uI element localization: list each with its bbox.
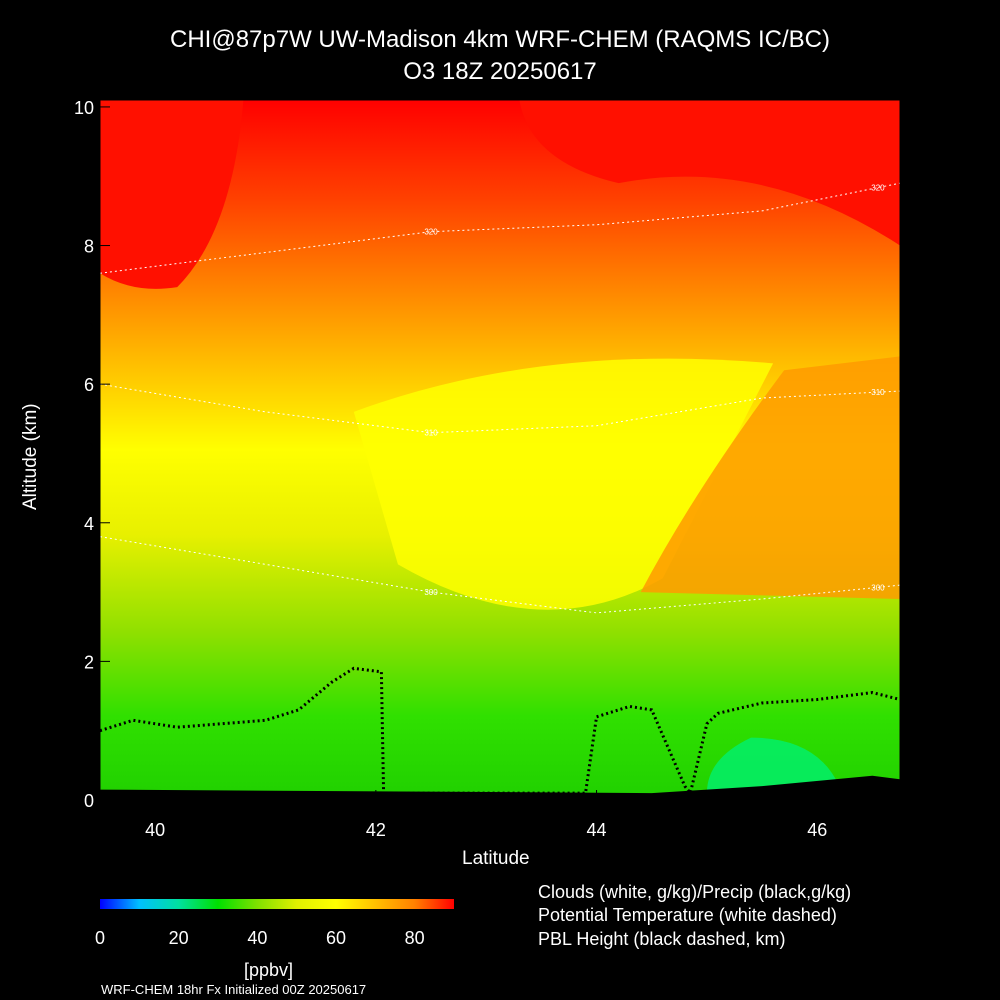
theta-contour-310: [99, 383, 901, 434]
colorbar-tick-40: 40: [247, 928, 268, 948]
theta-contour-300: [99, 536, 901, 614]
ozone-field: [100, 100, 900, 800]
theta-label-300: 300: [424, 588, 438, 597]
y-tick-label-4: 4: [84, 514, 94, 534]
theta-label-320: 320: [871, 184, 885, 193]
y-tick-label-6: 6: [84, 375, 94, 395]
ozone-red-patch-east: [519, 100, 900, 246]
x-tick-label-44: 44: [587, 820, 607, 840]
pbl-height-line: [99, 666, 901, 797]
chart-title: CHI@87p7W UW-Madison 4km WRF-CHEM (RAQMS…: [170, 26, 830, 53]
legend-pbl-height: PBL Height (black dashed, km): [538, 929, 786, 949]
colorbar-tick-0: 0: [95, 928, 106, 948]
chart-subtitle: O3 18Z 20250617: [403, 58, 597, 85]
potential-temperature-contours: 300 300 310 310 320 320: [99, 182, 901, 614]
x-axis-label: Latitude: [462, 848, 530, 869]
theta-label-300: 300: [871, 583, 885, 592]
ozone-orange-intrusion: [640, 356, 900, 600]
colorbar-tick-60: 60: [326, 928, 347, 948]
terrain: [100, 775, 900, 800]
ozone-red-patch-west: [100, 100, 244, 289]
y-tick-label-8: 8: [84, 237, 94, 257]
ozone-lowlevel-patch: [706, 737, 840, 794]
colorbar: [100, 899, 454, 909]
theta-contour-320: [99, 182, 901, 274]
x-tick-label-42: 42: [366, 820, 386, 840]
y-tick-label-0: 0: [84, 791, 94, 811]
footer-note: WRF-CHEM 18hr Fx Initialized 00Z 2025061…: [101, 982, 367, 997]
x-tick-label-40: 40: [145, 820, 165, 840]
colorbar-tick-20: 20: [168, 928, 189, 948]
pbl-height-polyline: [99, 666, 901, 797]
theta-label-320: 320: [424, 228, 438, 237]
y-tick-label-2: 2: [84, 652, 94, 672]
legend-clouds: Clouds (white, g/kg)/Precip (black,g/kg): [538, 882, 852, 902]
theta-label-310: 310: [871, 388, 885, 397]
y-tick-label-10: 10: [74, 98, 94, 118]
theta-label-310: 310: [424, 429, 438, 438]
x-tick-label-46: 46: [807, 820, 827, 840]
plot-frame: [99, 99, 901, 801]
colorbar-tick-80: 80: [404, 928, 425, 948]
colorbar-unit: [ppbv]: [244, 960, 294, 980]
legend-potential-temperature: Potential Temperature (white dashed): [538, 905, 837, 925]
y-axis-label: Altitude (km): [20, 403, 41, 510]
